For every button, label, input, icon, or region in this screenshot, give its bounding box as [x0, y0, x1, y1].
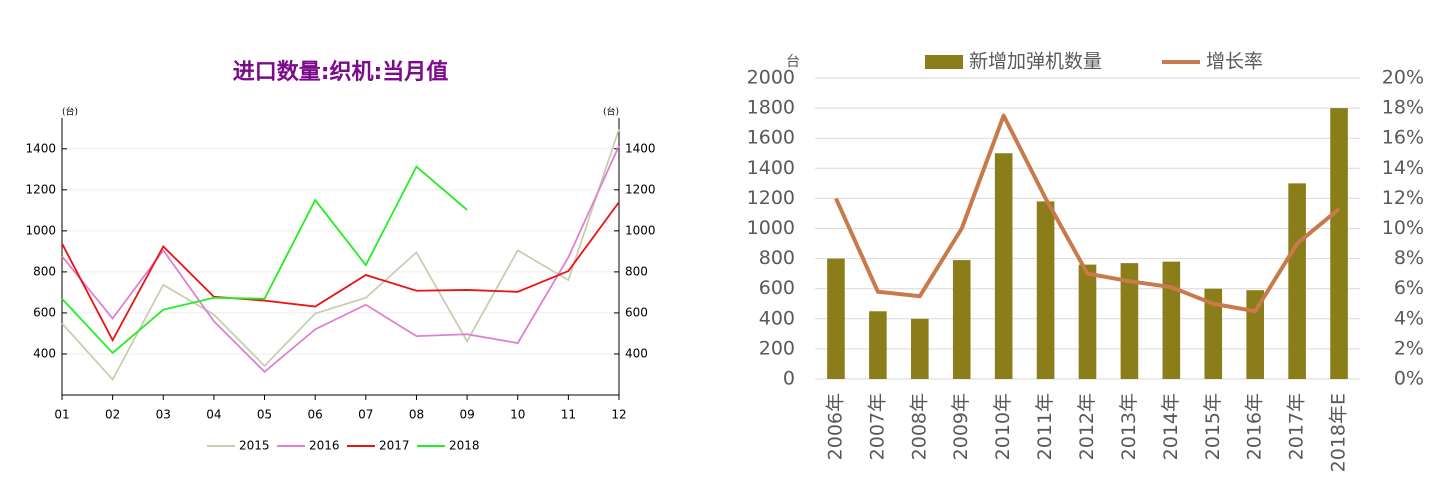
x-tick-label: 2013年	[1118, 393, 1140, 460]
y-tick-label: 600	[759, 277, 795, 299]
bar	[994, 153, 1013, 379]
y-tick-label: 1400	[747, 157, 795, 179]
x-tick-label: 2012年	[1076, 393, 1098, 460]
x-tick-label: 2006年	[824, 393, 846, 460]
x-tick-label: 04	[206, 408, 221, 422]
y-tick-label: 1400	[25, 141, 56, 155]
y-tick-label: 1200	[25, 182, 56, 196]
x-tick-label: 12	[611, 408, 626, 422]
x-tick-label: 10	[510, 408, 525, 422]
y2-tick-label: 6%	[1394, 277, 1424, 299]
bar	[1330, 108, 1348, 379]
series-line	[61, 128, 620, 382]
series-line	[61, 201, 620, 343]
x-tick-label: 2015年	[1202, 393, 1224, 460]
y2-tick-label: 1200	[625, 182, 656, 196]
y-tick-label: 1200	[747, 187, 795, 209]
bar	[952, 260, 971, 379]
y2-tick-label: 10%	[1382, 217, 1424, 239]
x-tick-label: 06	[308, 408, 323, 422]
legend-label: 2016	[309, 439, 340, 453]
y2-tick-label: 1400	[625, 141, 656, 155]
y2-tick-label: 600	[625, 305, 648, 319]
y-tick-label: 1800	[747, 97, 795, 119]
bar	[1036, 201, 1055, 379]
y2-tick-label: 12%	[1382, 187, 1424, 209]
x-tick-label: 2011年	[1034, 393, 1056, 460]
x-tick-label: 07	[358, 408, 373, 422]
bar	[827, 258, 845, 379]
x-tick-label: 02	[105, 408, 120, 422]
y2-tick-label: 2%	[1394, 337, 1424, 359]
series-line	[61, 165, 468, 355]
x-tick-label: 2009年	[950, 393, 972, 460]
x-tick-label: 2014年	[1160, 393, 1182, 460]
legend-label: 增长率	[1206, 51, 1263, 73]
bar	[1162, 261, 1181, 379]
x-tick-label: 05	[257, 408, 272, 422]
y-tick-label: 2000	[747, 67, 795, 89]
series-line	[61, 145, 620, 374]
y2-tick-label: 20%	[1382, 67, 1424, 89]
x-tick-label: 08	[409, 408, 424, 422]
y-tick-label: 400	[759, 307, 795, 329]
x-tick-label: 2010年	[992, 393, 1014, 460]
y2-axis-label: (台)	[603, 106, 619, 118]
x-tick-label: 2008年	[908, 393, 930, 460]
y-axis-label: 台	[786, 54, 800, 70]
legend-label: 新增加弹机数量	[969, 51, 1102, 73]
y-axis-label: (台)	[62, 106, 78, 118]
y-tick-label: 600	[33, 305, 56, 319]
legend-label: 2017	[379, 439, 410, 453]
y2-tick-label: 14%	[1382, 157, 1424, 179]
x-tick-label: 2017年	[1286, 393, 1308, 460]
chart-title: 进口数量:织机:当月值	[233, 59, 449, 85]
bar	[1120, 263, 1139, 379]
y2-tick-label: 1000	[625, 223, 656, 237]
y-tick-label: 1000	[747, 217, 795, 239]
x-tick-label: 2007年	[866, 393, 888, 460]
y2-tick-label: 4%	[1394, 307, 1424, 329]
bar	[1204, 288, 1223, 379]
x-tick-label: 2016年	[1244, 393, 1266, 460]
y2-tick-label: 800	[625, 264, 648, 278]
y-tick-label: 800	[33, 264, 56, 278]
y2-tick-label: 16%	[1382, 127, 1424, 149]
legend-label: 2015	[239, 439, 270, 453]
y2-tick-label: 0%	[1394, 368, 1424, 390]
series-line	[834, 113, 1341, 314]
y-tick-label: 800	[759, 247, 795, 269]
y2-tick-label: 400	[625, 346, 648, 360]
x-tick-label: 11	[561, 408, 576, 422]
legend-label: 2018	[449, 439, 480, 453]
legend-swatch	[925, 55, 963, 69]
x-tick-label: 2018年E	[1328, 393, 1350, 472]
y2-tick-label: 18%	[1382, 97, 1424, 119]
y2-tick-label: 8%	[1394, 247, 1424, 269]
x-tick-label: 03	[156, 408, 171, 422]
y-tick-label: 0	[783, 368, 795, 390]
x-tick-label: 01	[54, 408, 69, 422]
bar	[1078, 264, 1097, 379]
bar	[1288, 183, 1306, 379]
y-tick-label: 200	[759, 337, 795, 359]
y-tick-label: 1000	[25, 223, 56, 237]
x-tick-label: 09	[459, 408, 474, 422]
bar	[869, 311, 887, 379]
bar	[911, 318, 929, 379]
y-tick-label: 400	[33, 346, 56, 360]
y-tick-label: 1600	[747, 127, 795, 149]
